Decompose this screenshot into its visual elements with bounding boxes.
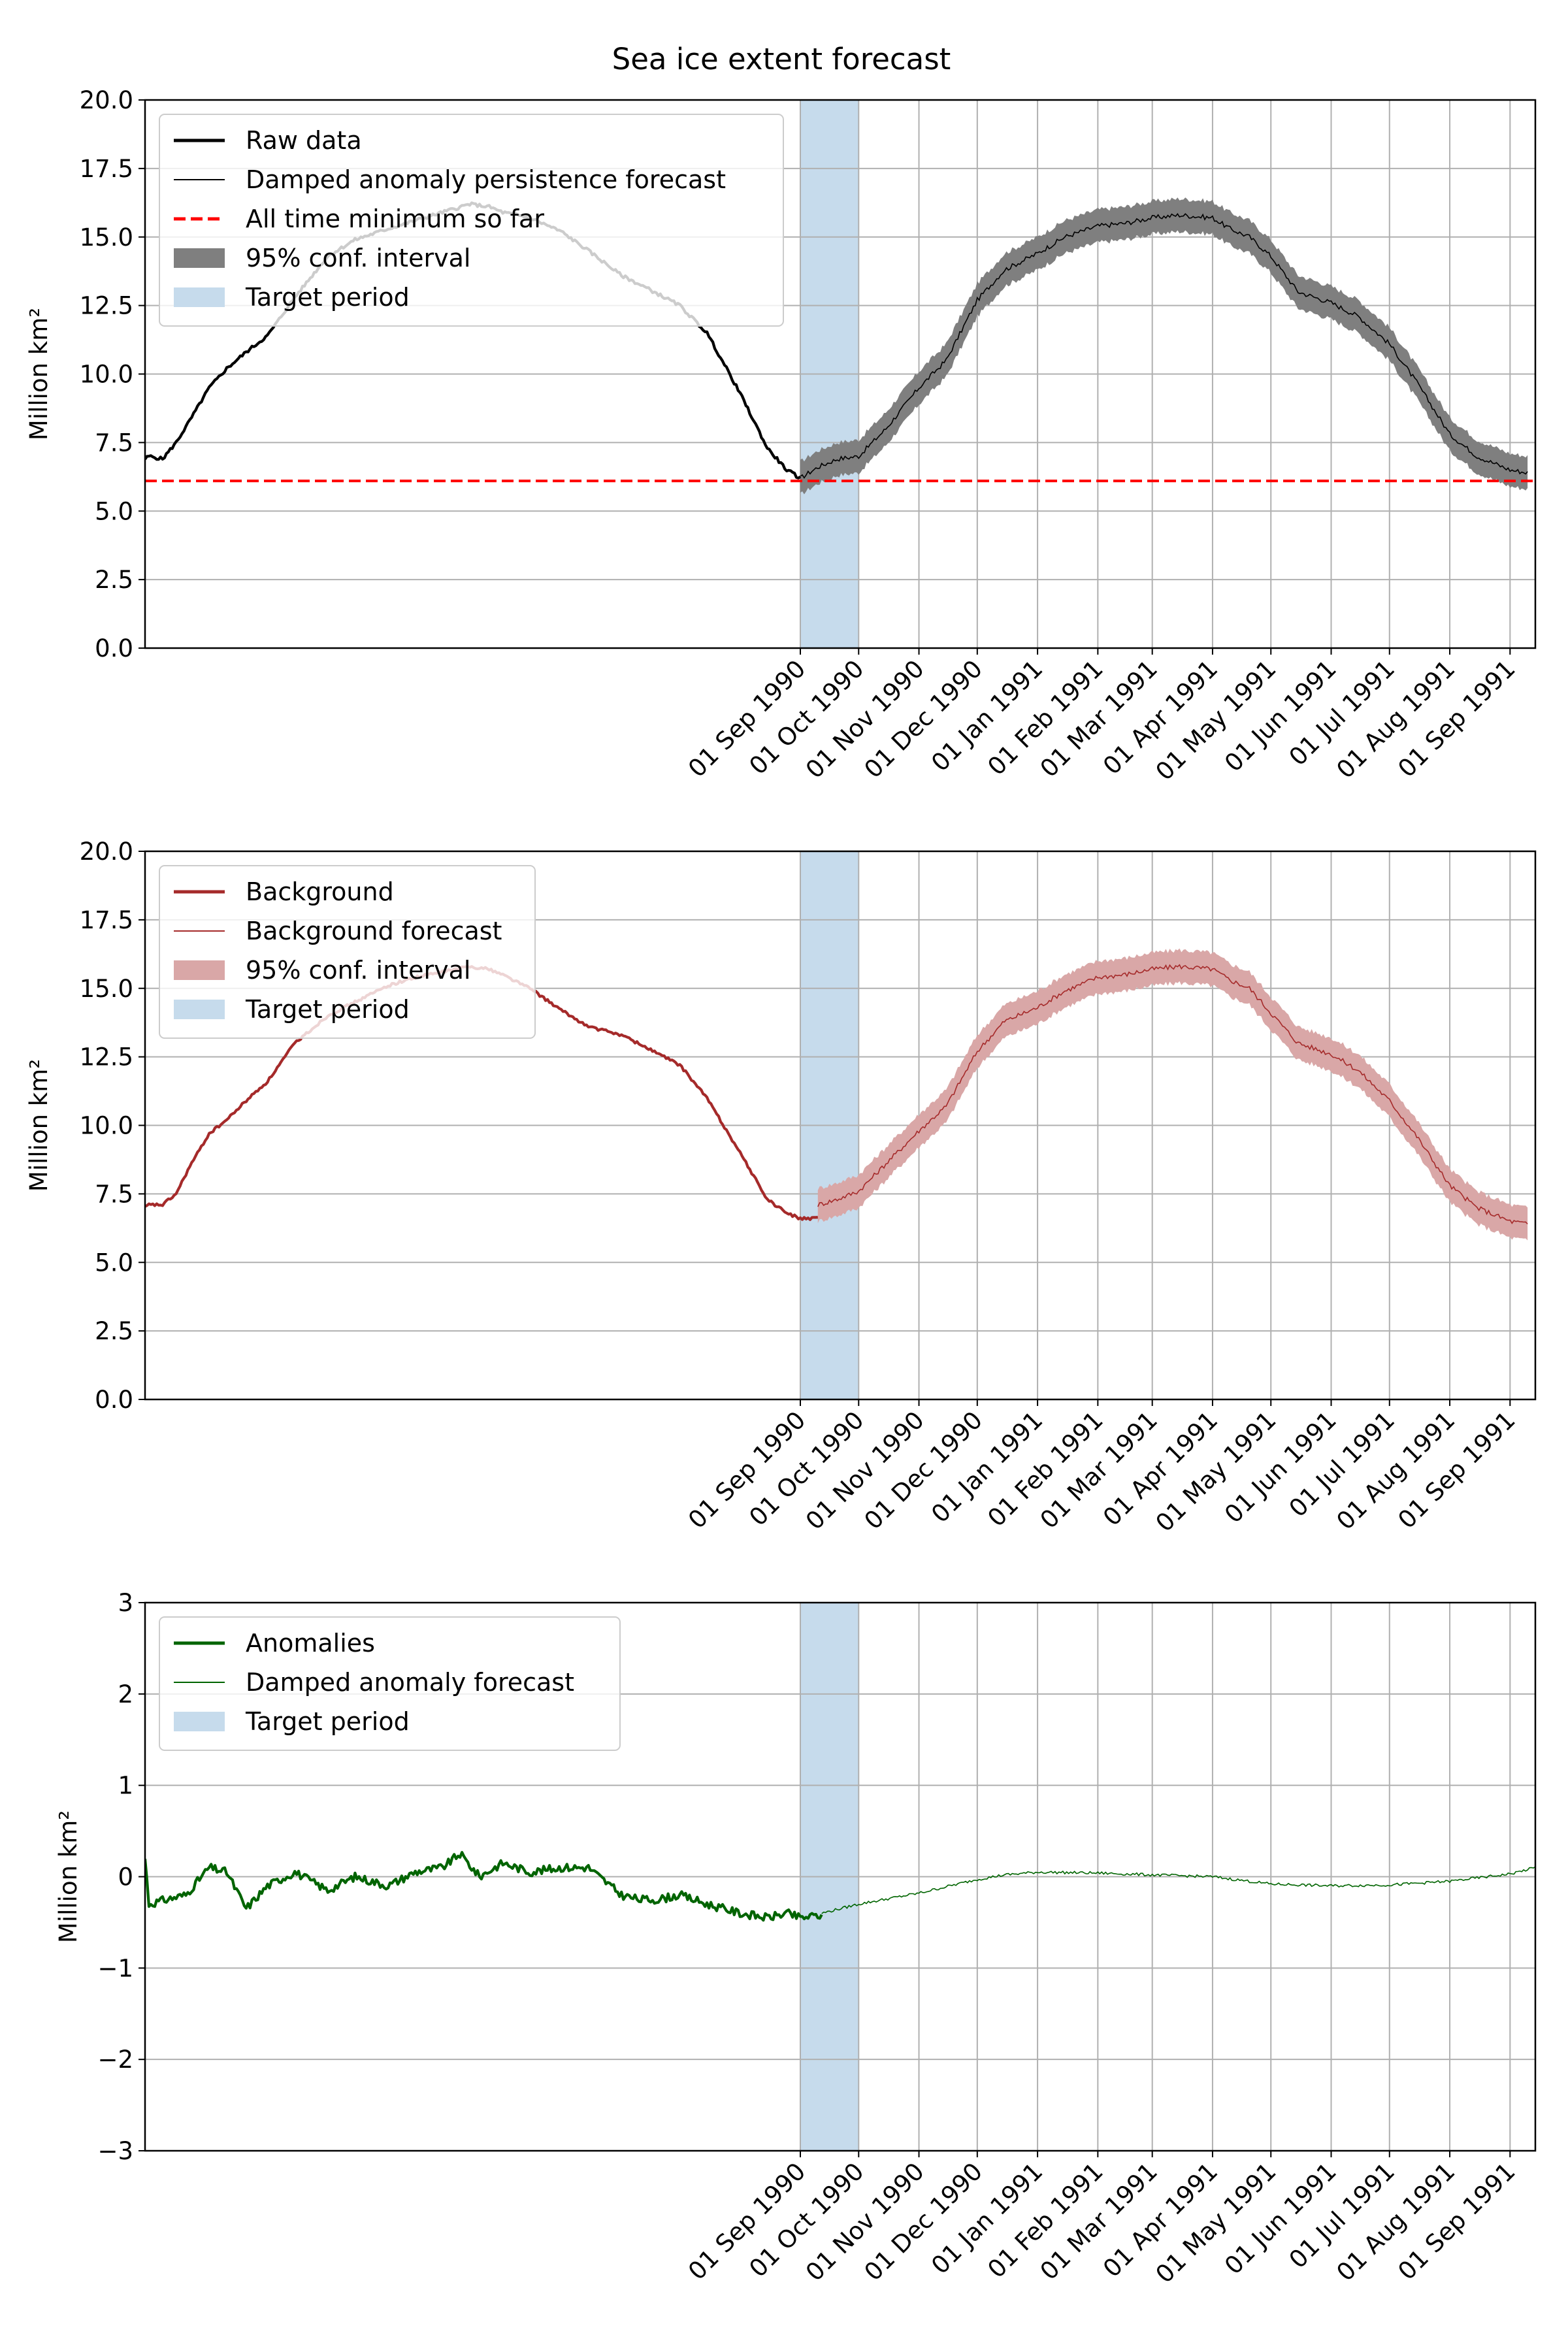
y-tick-label: 3 [118,1589,133,1617]
confidence-band [800,197,1528,495]
plot-data [145,1851,1535,1922]
legend-label: Damped anomaly forecast [246,1668,574,1697]
legend-label: Target period [245,1707,410,1736]
observed-line [145,1851,823,1922]
y-tick-label: −1 [97,1954,133,1982]
legend-label: Target period [245,283,410,312]
legend-label: All time minimum so far [246,204,544,233]
y-tick-label: −3 [97,2137,133,2165]
chart-panel-1: 0.02.55.07.510.012.515.017.520.001 Sep 1… [25,86,1537,786]
legend: Background Background forecast 95% conf. i… [159,865,536,1039]
y-tick-label: 20.0 [80,86,133,114]
y-tick-label: 10.0 [80,1112,133,1140]
legend-label: Background forecast [246,917,502,945]
legend-label: Target period [245,995,410,1024]
axes-frame [144,850,1537,1401]
y-tick-label: 5.0 [95,497,133,525]
y-tick-label: 5.0 [95,1249,133,1277]
y-tick-label: 17.5 [80,155,133,183]
legend-label: Damped anomaly persistence forecast [246,165,726,194]
legend: Raw data Damped anomaly persistence forec… [159,114,784,327]
y-axis-label: Million km² [25,308,53,440]
y-tick-label: 20.0 [80,838,133,866]
y-axis-label: Million km² [25,1059,53,1192]
y-axis-label: Million km² [54,1810,82,1943]
legend-box [159,865,536,1039]
y-tick-label: 2.5 [95,1317,133,1345]
legend-swatch-confidence [174,248,225,268]
legend-label: 95% conf. interval [246,244,470,272]
y-tick-label: 1 [118,1772,133,1800]
forecast-line [817,964,1528,1224]
legend-label: 95% conf. interval [246,956,470,985]
legend-label: Anomalies [246,1629,375,1658]
y-tick-label: 15.0 [80,975,133,1003]
y-tick-label: 7.5 [95,1180,133,1208]
legend-label: Background [246,877,394,906]
chart-panel-2: 0.02.55.07.510.012.515.017.520.001 Sep 1… [25,838,1537,1537]
y-tick-label: 0 [118,1863,133,1891]
axes-frame [144,99,1537,649]
legend-swatch-target [174,1000,225,1019]
y-tick-label: 7.5 [95,429,133,457]
y-tick-label: −2 [97,2046,133,2074]
legend-box [159,1616,621,1751]
y-tick-label: 17.5 [80,906,133,934]
legend-swatch-target [174,287,225,307]
figure-title: Sea ice extent forecast [612,42,951,76]
forecast-line [821,1866,1535,1914]
y-tick-label: 0.0 [95,1386,133,1414]
y-tick-label: 2 [118,1680,133,1708]
y-tick-label: 10.0 [80,361,133,389]
legend: Anomalies Damped anomaly forecast Target p… [159,1616,621,1751]
legend-box [159,114,784,327]
forecast-line [800,213,1528,479]
y-tick-label: 12.5 [80,292,133,320]
legend-label: Raw data [246,126,362,155]
confidence-band [817,948,1528,1241]
axes-frame [144,1601,1537,2152]
y-tick-label: 15.0 [80,223,133,252]
y-tick-label: 0.0 [95,634,133,662]
y-tick-label: 12.5 [80,1043,133,1071]
legend-swatch-confidence [174,960,225,980]
chart-panels: 0.02.55.07.510.012.515.017.520.001 Sep 1… [25,86,1537,2289]
legend-swatch-target [174,1712,225,1731]
y-tick-label: 2.5 [95,566,133,594]
